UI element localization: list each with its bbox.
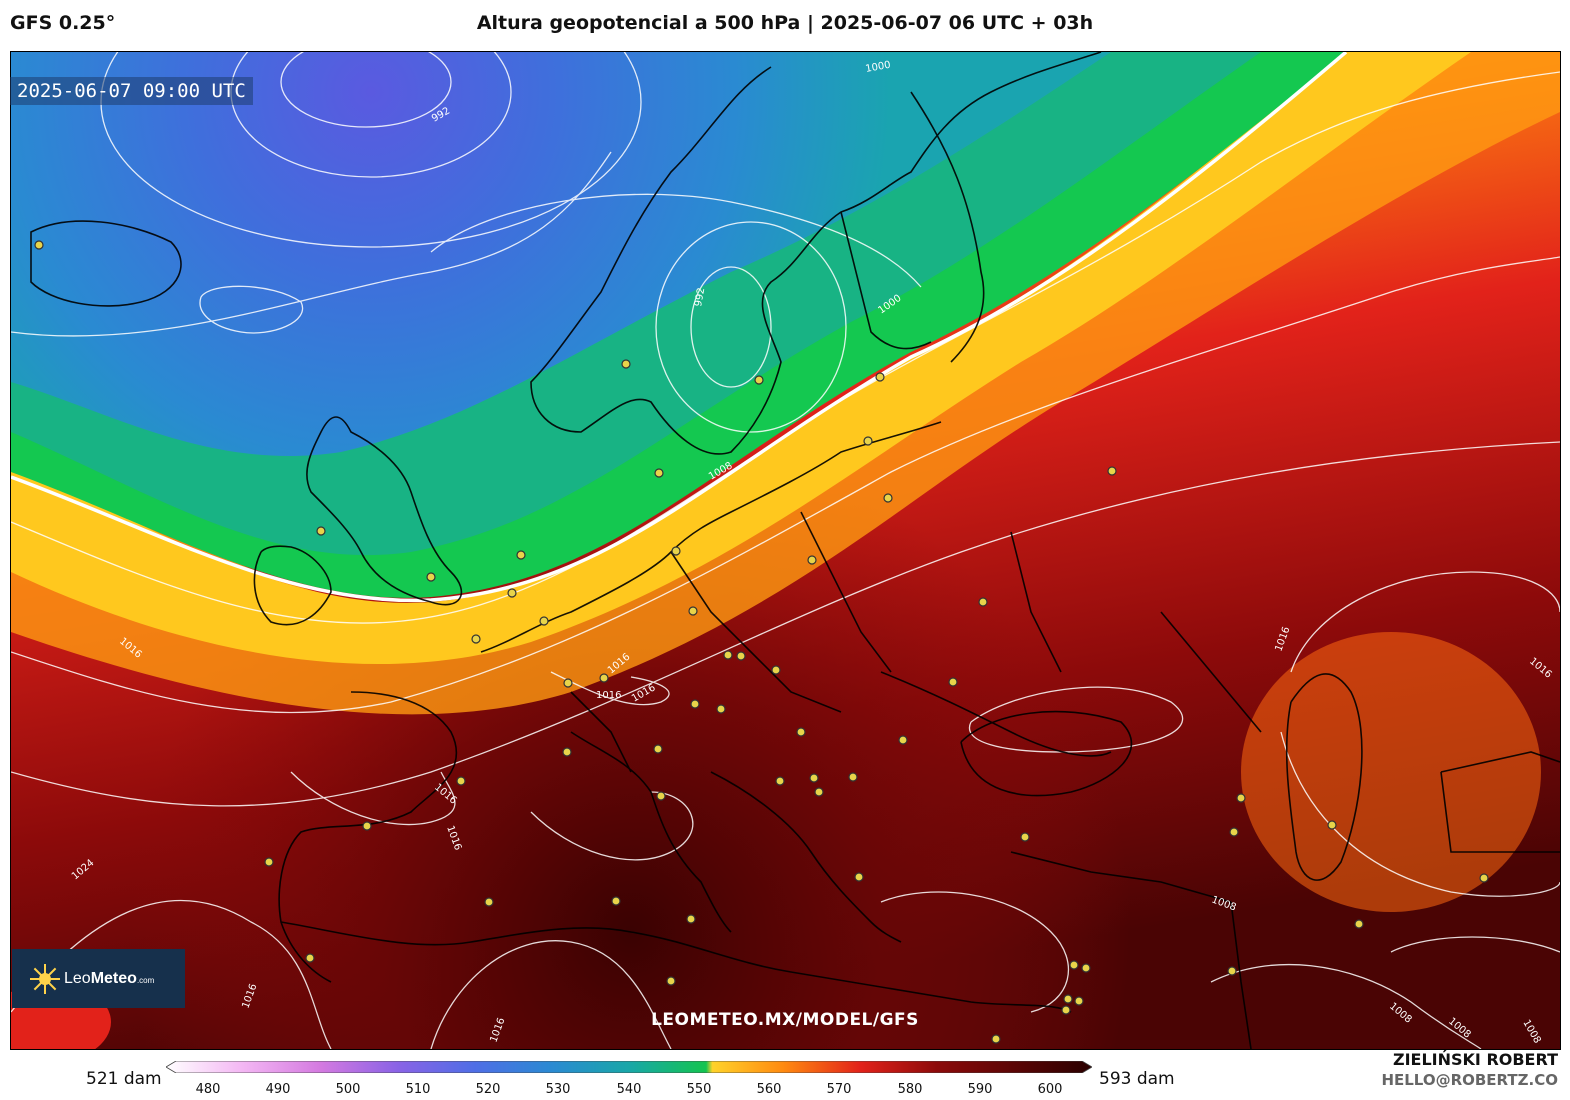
leometeo-logo: LeoMeteo.com [12,949,185,1008]
colorbar-tick: 590 [967,1082,993,1097]
map-title: Altura geopotencial a 500 hPa | 2025-06-… [476,12,1094,34]
colorbar-tick: 510 [405,1082,431,1097]
colorbar-tick: 530 [545,1082,571,1097]
colorbar-tick: 560 [756,1082,782,1097]
logo-text: LeoMeteo.com [64,969,155,987]
colorbar-tick: 580 [897,1082,923,1097]
colorbar-tick: 570 [826,1082,852,1097]
sun-icon [30,963,60,994]
colorbar [166,1061,1092,1073]
author-email: HELLO@ROBERTZ.CO [1381,1071,1558,1089]
city-markers [34,240,1489,1044]
watermark-url: LEOMETEO.MX/MODEL/GFS [651,1010,919,1030]
colorbar-tick: 520 [475,1082,501,1097]
model-label: GFS 0.25° [10,12,116,34]
pressure-label: 1000 [865,60,892,75]
valid-time-label: 2025-06-07 09:00 UTC [10,77,253,105]
geopotential-map: 992 992 1000 1000 1008 1016 1016 1016 10… [10,51,1561,1050]
colorbar-tick: 490 [265,1082,291,1097]
pressure-label: 1016 [596,690,621,701]
colorbar-tick: 550 [686,1082,712,1097]
colorbar-tick: 480 [195,1082,221,1097]
map-canvas: 992 992 1000 1000 1008 1016 1016 1016 10… [11,52,1560,1049]
colorbar-tick: 540 [616,1082,642,1097]
colorbar-max-label: 593 dam [1099,1069,1175,1089]
colorbar-tick: 600 [1037,1082,1063,1097]
colorbar-tick: 500 [335,1082,361,1097]
author-credit: ZIELIŃSKI ROBERT [1392,1050,1558,1069]
pressure-label: 992 [693,287,707,308]
colorbar-min-label: 521 dam [86,1069,162,1089]
